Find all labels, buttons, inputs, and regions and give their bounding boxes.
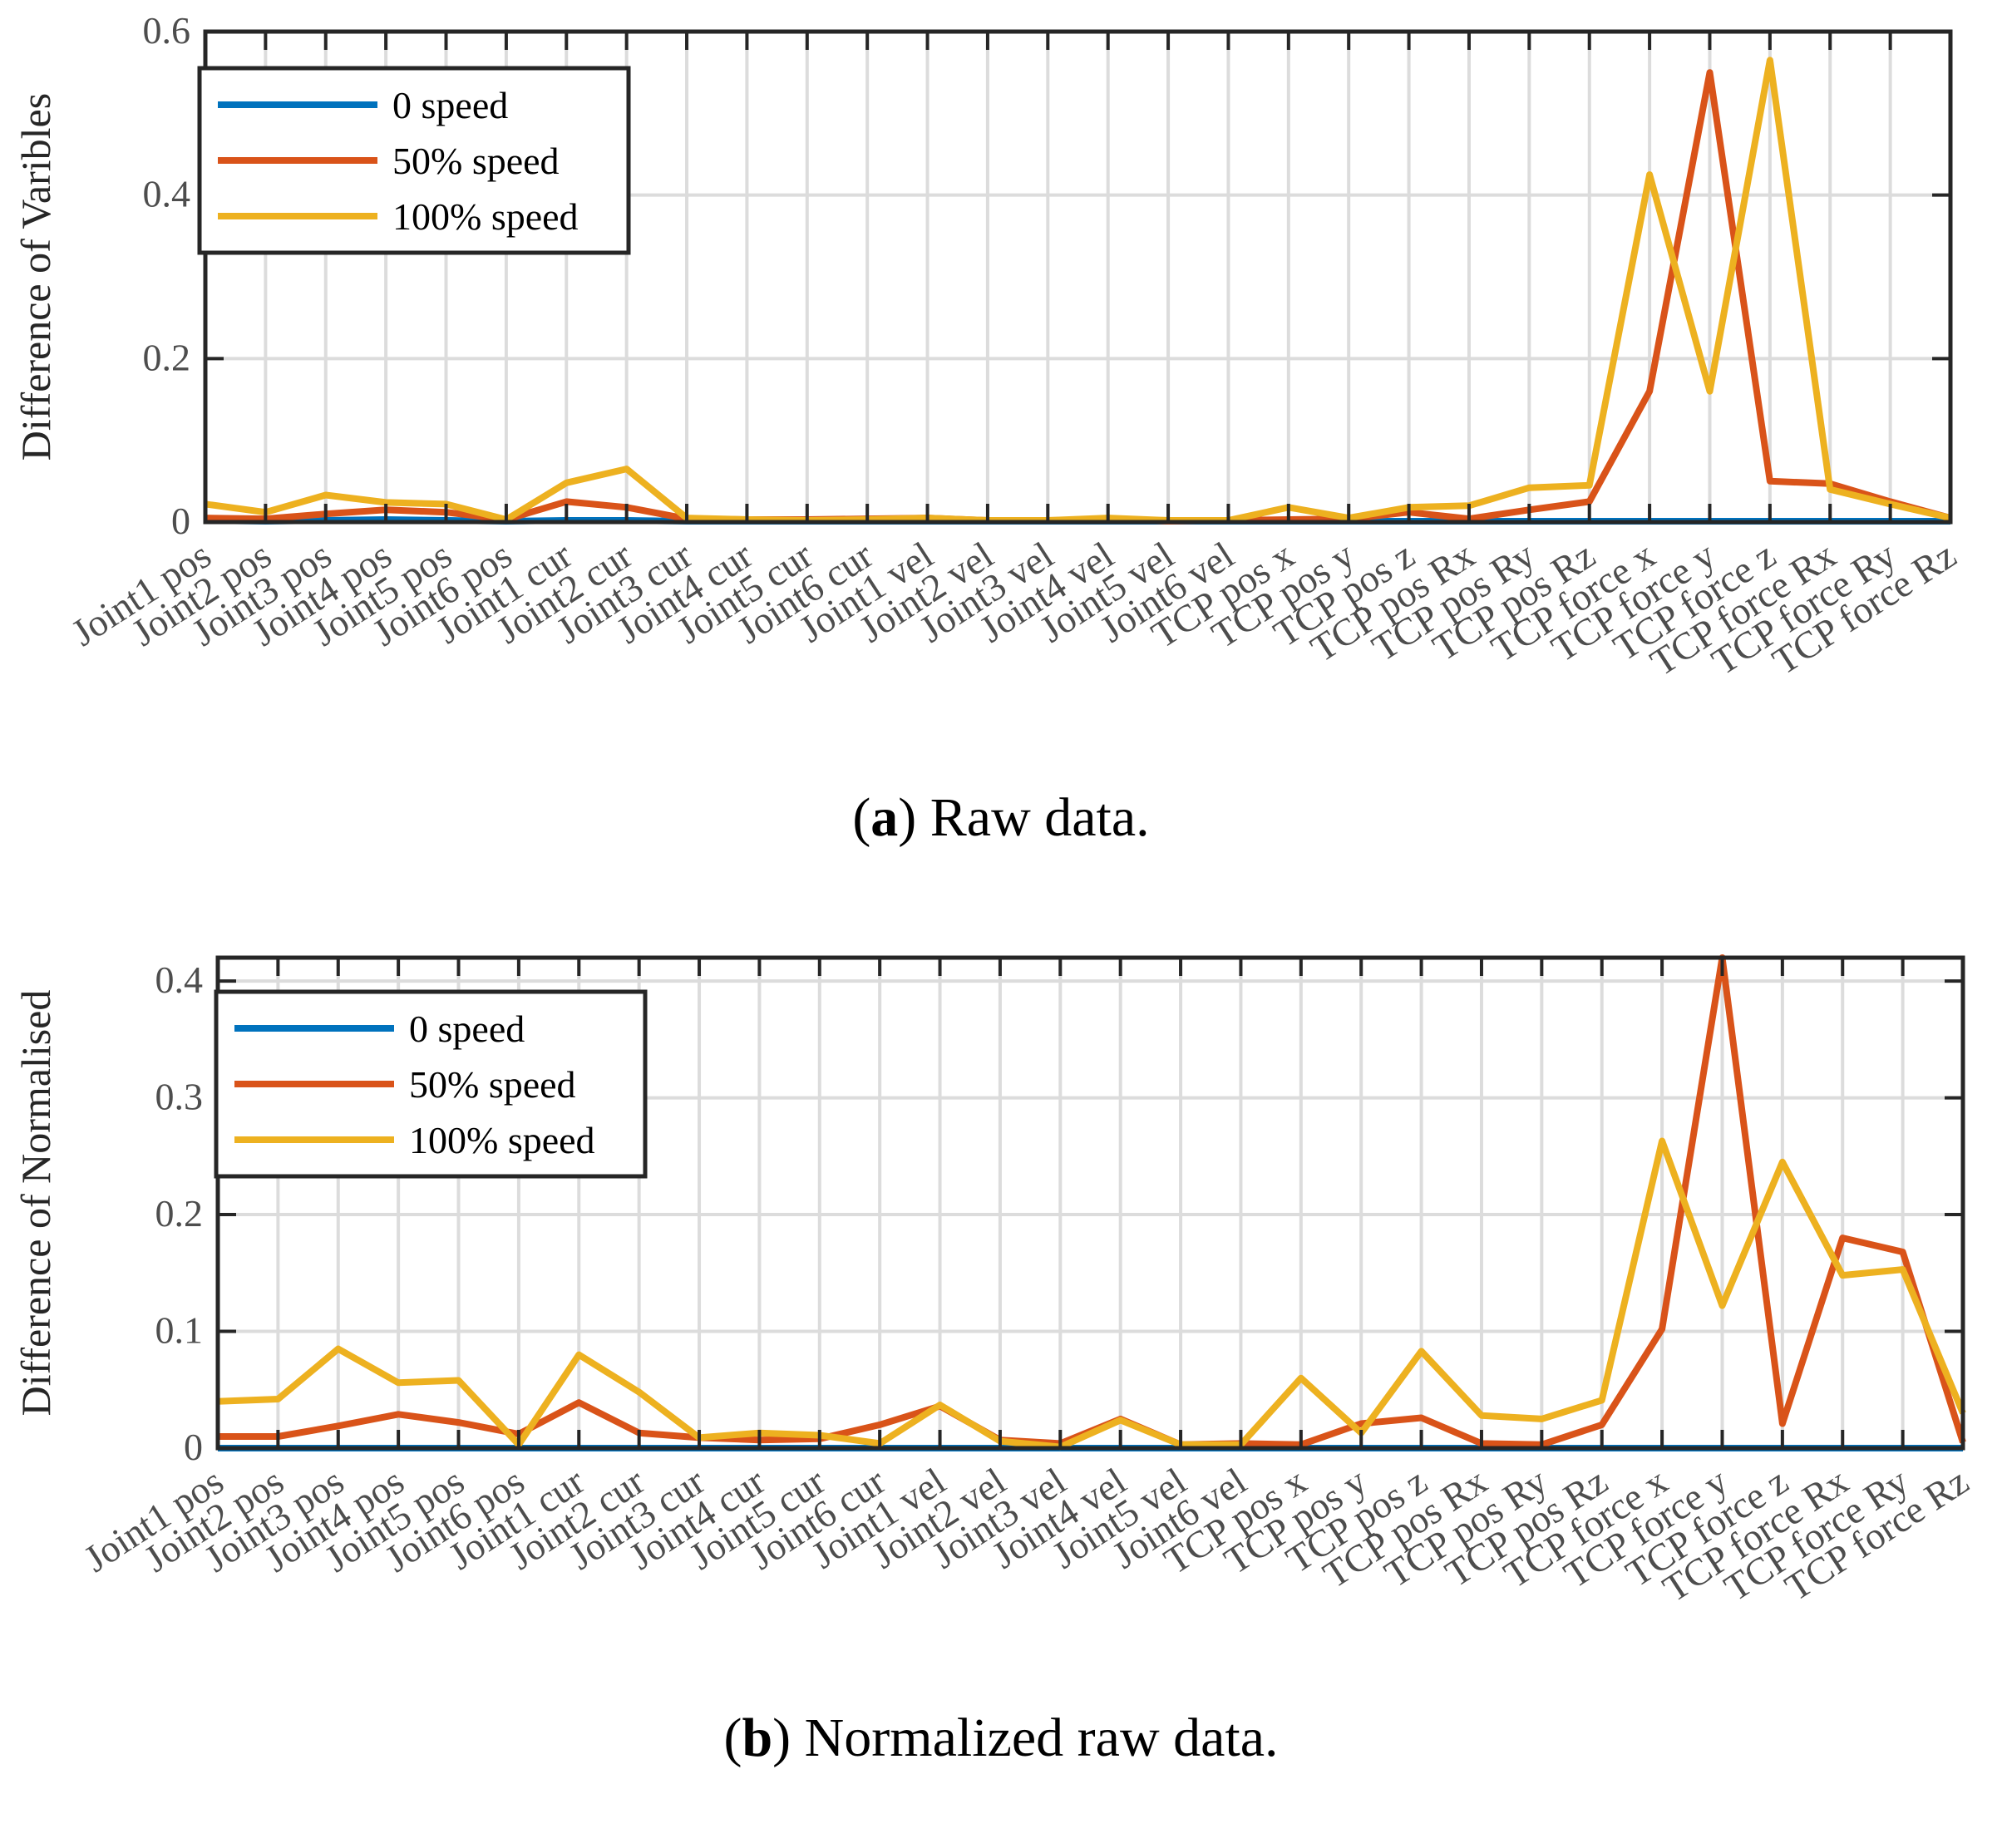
- legend-label: 100% speed: [409, 1119, 595, 1161]
- legend-label: 0 speed: [392, 84, 508, 126]
- caption-paren-open: (: [723, 1708, 742, 1768]
- y-tick-label: 0.2: [143, 336, 191, 378]
- legend-label: 0 speed: [409, 1008, 525, 1050]
- y-axis-label: Difference of Normalised: [12, 990, 59, 1417]
- y-tick-label: 0: [184, 1426, 203, 1468]
- caption-text: Normalized raw data.: [805, 1708, 1279, 1768]
- y-tick-labels: 0 0.1 0.2 0.3 0.4: [155, 958, 204, 1468]
- caption: (a) Raw data.: [852, 787, 1149, 848]
- y-tick-labels: 0 0.2 0.4 0.6: [143, 9, 191, 542]
- series-line-100-speed: [217, 1137, 1966, 1451]
- y-axis-label: Difference of Varibles: [12, 93, 59, 461]
- axis-ticks: [216, 958, 1965, 1450]
- caption: (b) Normalized raw data.: [723, 1708, 1278, 1768]
- caption-paren-close: ): [898, 787, 930, 848]
- caption-label: b: [742, 1708, 772, 1768]
- caption-paren-close: ): [772, 1708, 804, 1768]
- legend: 0 speed 50% speed 100% speed: [197, 66, 631, 255]
- legend-label: 50% speed: [409, 1063, 576, 1106]
- y-tick-label: 0.4: [143, 173, 191, 215]
- y-tick-label: 0.2: [155, 1192, 204, 1234]
- y-tick-label: 0.4: [155, 958, 204, 1001]
- y-tick-label: 0.6: [143, 9, 191, 52]
- plot-frame: [215, 955, 1965, 1451]
- y-tick-label: 0.1: [155, 1309, 204, 1352]
- y-tick-label: 0.3: [155, 1076, 204, 1118]
- caption-label: a: [870, 787, 898, 848]
- series-line-100-speed: [205, 57, 1951, 524]
- legend-label: 50% speed: [392, 140, 560, 182]
- legend-label: 100% speed: [392, 195, 579, 238]
- caption-paren-open: (: [852, 787, 870, 848]
- y-tick-label: 0: [171, 500, 190, 542]
- axis-ticks: [204, 30, 1952, 524]
- legend: 0 speed 50% speed 100% speed: [214, 989, 648, 1179]
- plot-frame: [203, 29, 1953, 525]
- caption-text: Raw data.: [930, 787, 1150, 848]
